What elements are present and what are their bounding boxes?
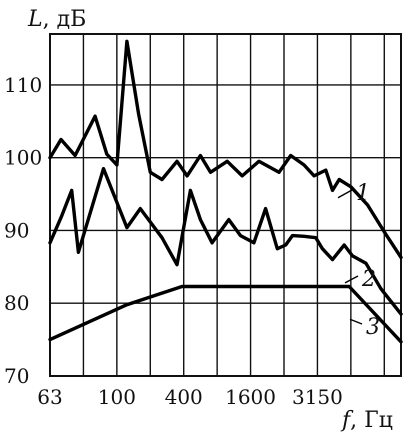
x-tick-label: 100 <box>98 385 136 409</box>
y-axis-symbol: L <box>27 7 43 32</box>
y-tick-label: 90 <box>4 218 29 242</box>
x-tick-label: 3150 <box>292 385 343 409</box>
series-line-1 <box>48 39 403 260</box>
series-label-2: 2 <box>361 267 376 292</box>
x-tick-label: 1600 <box>225 385 276 409</box>
series-label-1: 1 <box>356 181 370 206</box>
x-axis-unit: , Гц <box>350 408 393 433</box>
y-tick-label: 110 <box>4 73 42 97</box>
y-tick-label: 100 <box>4 146 42 170</box>
y-axis-unit: , дБ <box>43 7 87 32</box>
series-leader-2 <box>344 275 359 284</box>
y-tick-label: 80 <box>4 291 29 315</box>
series-label-3: 3 <box>366 315 380 340</box>
x-axis-title: f, Гц <box>340 408 393 433</box>
series-line-3 <box>48 284 403 344</box>
x-tick-label: 63 <box>37 385 62 409</box>
y-tick-labels: 70 80 90 100 110 <box>4 73 42 388</box>
y-tick-label: 70 <box>4 364 29 388</box>
series-layer <box>48 39 403 344</box>
plot-frame <box>49 33 402 377</box>
leader-layer: 1 2 3 <box>337 181 380 340</box>
y-axis-title: L, дБ <box>27 7 86 32</box>
x-tick-labels: 63 100 400 1600 3150 <box>37 385 343 409</box>
series-leader-3 <box>349 318 363 325</box>
series-leader-1 <box>337 189 353 199</box>
x-tick-label: 400 <box>165 385 203 409</box>
grid <box>50 34 401 376</box>
series-line-2 <box>48 166 403 316</box>
